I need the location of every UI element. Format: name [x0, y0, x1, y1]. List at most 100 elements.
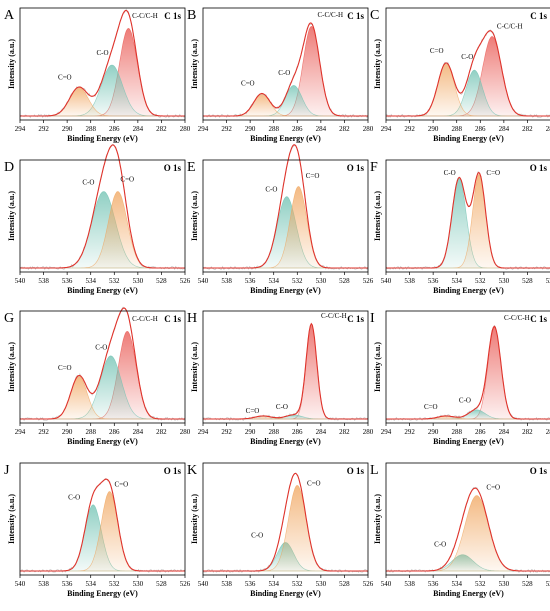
peak-label-c-o: C-O: [82, 178, 94, 186]
plot-frame: [385, 159, 550, 273]
x-axis-label: Binding Energy (eV): [433, 589, 504, 598]
peak-label-c-o: C=O: [424, 403, 438, 411]
x-tick-label: 540: [198, 580, 209, 588]
x-tick-label: 540: [15, 580, 26, 588]
peak-label-c-o: C-O: [434, 541, 446, 549]
x-tick-label: 288: [451, 428, 462, 436]
x-tick-label: 294: [15, 428, 26, 436]
x-tick-label: 284: [133, 428, 144, 436]
y-axis-label: Intensity (a.u.): [190, 494, 199, 544]
peak-label-c-c-c-h: C-C/C-H: [504, 314, 530, 322]
x-tick-label: 282: [156, 125, 167, 133]
x-tick-label: 280: [546, 125, 550, 133]
fitted-envelope-line: [386, 171, 550, 269]
x-tick-label: 282: [339, 125, 350, 133]
x-tick-label: 534: [268, 277, 279, 285]
chart-panel-j: 540 538 536 534 532 530 528 526 C-O C=O J O 1s Bindi…: [4, 462, 191, 598]
plot-frame: [19, 159, 186, 273]
x-tick-label: 280: [546, 428, 550, 436]
panel-title: O 1s: [164, 466, 182, 476]
x-tick-label: 290: [62, 428, 73, 436]
component-peak-c-o: [20, 491, 185, 572]
x-tick-label: 528: [522, 580, 533, 588]
panel-title: C 1s: [347, 314, 364, 324]
x-axis-label: Binding Energy (eV): [67, 134, 138, 143]
x-tick-label: 526: [546, 580, 550, 588]
peak-label-c-o: C-O: [459, 397, 471, 405]
component-peak-c-c-c-h: [386, 326, 550, 420]
x-tick-label: 280: [363, 125, 374, 133]
x-tick-label: 280: [180, 125, 191, 133]
x-tick-label: 530: [133, 580, 144, 588]
component-peak-c-o: [203, 485, 368, 572]
x-tick-label: 528: [156, 580, 167, 588]
x-tick-label: 292: [404, 125, 415, 133]
x-tick-label: 286: [292, 125, 303, 133]
plot-frame: [202, 310, 369, 424]
fitted-envelope-line: [386, 30, 550, 117]
x-tick-label: 540: [381, 277, 392, 285]
x-tick-label: 288: [85, 125, 96, 133]
x-tick-label: 526: [363, 277, 374, 285]
x-tick-label: 540: [15, 277, 26, 285]
y-axis-label: Intensity (a.u.): [373, 191, 382, 241]
x-tick-label: 526: [180, 580, 191, 588]
panel-letter: K: [187, 463, 197, 478]
x-tick-label: 294: [381, 125, 392, 133]
chart-panel-i: 294 292 290 288 286 284 282 280 C-C/C-H C-O C=O I C …: [370, 310, 550, 446]
x-tick-label: 286: [475, 125, 486, 133]
x-tick-label: 538: [221, 277, 232, 285]
chart-panel-a: 294 292 290 288 286 284 282 280 C-C/C-H C-O C=O A C …: [4, 7, 191, 143]
x-tick-label: 530: [133, 277, 144, 285]
x-tick-label: 280: [363, 428, 374, 436]
x-tick-label: 530: [316, 277, 327, 285]
y-axis-label: Intensity (a.u.): [7, 342, 16, 392]
x-tick-label: 290: [62, 125, 73, 133]
panel-title: O 1s: [530, 466, 548, 476]
panel-letter: A: [4, 8, 15, 23]
x-tick-label: 284: [499, 428, 510, 436]
x-tick-label: 284: [316, 428, 327, 436]
x-tick-label: 288: [268, 428, 279, 436]
x-tick-label: 528: [522, 277, 533, 285]
x-tick-label: 538: [221, 580, 232, 588]
x-tick-label: 532: [292, 580, 303, 588]
panel-title: C 1s: [530, 11, 547, 21]
x-tick-label: 536: [245, 580, 256, 588]
panel-letter: F: [370, 160, 378, 175]
x-tick-label: 532: [292, 277, 303, 285]
chart-panel-f: 540 538 536 534 532 530 528 526 C-O C=O F O 1s Bindi…: [370, 159, 550, 295]
chart-panel-g: 294 292 290 288 286 284 282 280 C-C/C-H C-O C=O G C …: [4, 306, 191, 446]
x-tick-label: 538: [38, 580, 49, 588]
y-axis-label: Intensity (a.u.): [190, 342, 199, 392]
x-tick-label: 530: [499, 277, 510, 285]
x-tick-label: 282: [522, 125, 533, 133]
x-tick-label: 286: [109, 125, 120, 133]
peak-label-c-o: C-O: [276, 403, 288, 411]
x-tick-label: 536: [428, 277, 439, 285]
x-axis-label: Binding Energy (eV): [67, 437, 138, 446]
x-tick-label: 288: [85, 428, 96, 436]
x-tick-label: 284: [499, 125, 510, 133]
x-tick-label: 532: [109, 277, 120, 285]
peak-label-c-o: C-O: [96, 49, 108, 57]
x-tick-label: 534: [85, 277, 96, 285]
x-tick-label: 534: [85, 580, 96, 588]
x-axis-label: Binding Energy (eV): [433, 286, 504, 295]
panel-title: O 1s: [530, 163, 548, 173]
panel-title: O 1s: [347, 163, 365, 173]
x-tick-label: 526: [546, 277, 550, 285]
peak-label-c-o: C-O: [68, 494, 80, 502]
x-tick-label: 538: [38, 277, 49, 285]
component-peak-c-o: [386, 409, 550, 420]
x-tick-label: 292: [404, 428, 415, 436]
plot-frame: [19, 7, 186, 121]
x-tick-label: 294: [198, 428, 209, 436]
x-axis-label: Binding Energy (eV): [67, 589, 138, 598]
x-tick-label: 294: [381, 428, 392, 436]
x-tick-label: 286: [475, 428, 486, 436]
panel-letter: I: [370, 311, 375, 326]
x-tick-label: 284: [316, 125, 327, 133]
panel-letter: L: [370, 463, 379, 478]
